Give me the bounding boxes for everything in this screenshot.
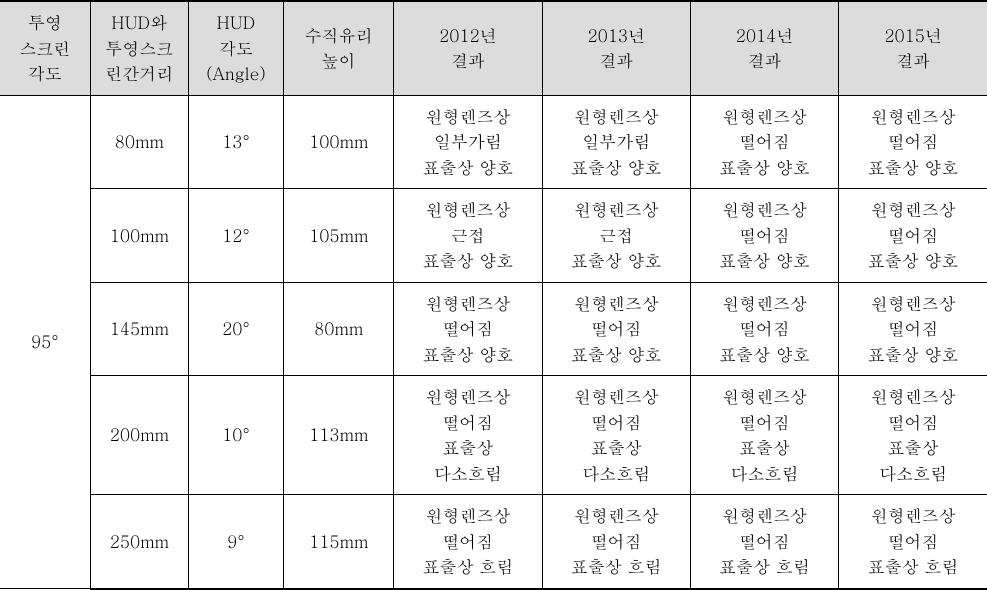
cell-distance: 145mm: [90, 282, 188, 376]
cell-glass-height: 105mm: [284, 189, 394, 283]
cell-screen-angle: 95°: [0, 95, 90, 589]
cell-result-2014: 원형렌즈상떨어짐표출상다소흐림: [690, 376, 838, 495]
cell-result-2015: 원형렌즈상떨어짐표출상 양호: [839, 95, 987, 189]
cell-result-2015: 원형렌즈상떨어짐표출상 양호: [839, 189, 987, 283]
table-row: 200mm 10° 113mm 원형렌즈상떨어짐표출상다소흐림 원형렌즈상떨어짐…: [0, 376, 987, 495]
cell-result-2012: 원형렌즈상떨어짐표출상 흐림: [394, 495, 542, 589]
cell-hud-angle: 10°: [188, 376, 283, 495]
cell-result-2013: 원형렌즈상떨어짐표출상 양호: [542, 282, 690, 376]
cell-glass-height: 100mm: [284, 95, 394, 189]
cell-distance: 250mm: [90, 495, 188, 589]
cell-result-2013: 원형렌즈상근접표출상 양호: [542, 189, 690, 283]
cell-hud-angle: 13°: [188, 95, 283, 189]
cell-result-2012: 원형렌즈상떨어짐표출상다소흐림: [394, 376, 542, 495]
cell-result-2014: 원형렌즈상떨어짐표출상 흐림: [690, 495, 838, 589]
cell-hud-angle: 9°: [188, 495, 283, 589]
cell-result-2015: 원형렌즈상떨어짐표출상다소흐림: [839, 376, 987, 495]
cell-result-2012: 원형렌즈상일부가림표출상 양호: [394, 95, 542, 189]
hud-projection-table: 투영스크린각도 HUD와투영스크린간거리 HUD각도(Angle) 수직유리높이…: [0, 0, 987, 590]
cell-distance: 200mm: [90, 376, 188, 495]
cell-result-2013: 원형렌즈상떨어짐표출상 흐림: [542, 495, 690, 589]
cell-result-2015: 원형렌즈상떨어짐표출상 흐림: [839, 495, 987, 589]
cell-hud-angle: 20°: [188, 282, 283, 376]
cell-glass-height: 113mm: [284, 376, 394, 495]
table-row: 100mm 12° 105mm 원형렌즈상근접표출상 양호 원형렌즈상근접표출상…: [0, 189, 987, 283]
cell-result-2014: 원형렌즈상떨어짐표출상 양호: [690, 95, 838, 189]
col-header-2013: 2013년결과: [542, 1, 690, 95]
table-row: 250mm 9° 115mm 원형렌즈상떨어짐표출상 흐림 원형렌즈상떨어짐표출…: [0, 495, 987, 589]
cell-result-2013: 원형렌즈상일부가림표출상 양호: [542, 95, 690, 189]
cell-result-2012: 원형렌즈상떨어짐표출상 양호: [394, 282, 542, 376]
cell-glass-height: 80mm: [284, 282, 394, 376]
col-header-screen-angle: 투영스크린각도: [0, 1, 90, 95]
cell-result-2015: 원형렌즈상떨어짐표출상 양호: [839, 282, 987, 376]
col-header-2012: 2012년결과: [394, 1, 542, 95]
col-header-distance: HUD와투영스크린간거리: [90, 1, 188, 95]
table-row: 95° 80mm 13° 100mm 원형렌즈상일부가림표출상 양호 원형렌즈상…: [0, 95, 987, 189]
cell-glass-height: 115mm: [284, 495, 394, 589]
cell-hud-angle: 12°: [188, 189, 283, 283]
cell-result-2012: 원형렌즈상근접표출상 양호: [394, 189, 542, 283]
cell-distance: 100mm: [90, 189, 188, 283]
col-header-2015: 2015년결과: [839, 1, 987, 95]
cell-result-2013: 원형렌즈상떨어짐표출상다소흐림: [542, 376, 690, 495]
col-header-hud-angle: HUD각도(Angle): [188, 1, 283, 95]
col-header-2014: 2014년결과: [690, 1, 838, 95]
cell-result-2014: 원형렌즈상떨어짐표출상 양호: [690, 189, 838, 283]
table-row: 145mm 20° 80mm 원형렌즈상떨어짐표출상 양호 원형렌즈상떨어짐표출…: [0, 282, 987, 376]
cell-result-2014: 원형렌즈상떨어짐표출상 양호: [690, 282, 838, 376]
table-header-row: 투영스크린각도 HUD와투영스크린간거리 HUD각도(Angle) 수직유리높이…: [0, 1, 987, 95]
col-header-glass-height: 수직유리높이: [284, 1, 394, 95]
cell-distance: 80mm: [90, 95, 188, 189]
